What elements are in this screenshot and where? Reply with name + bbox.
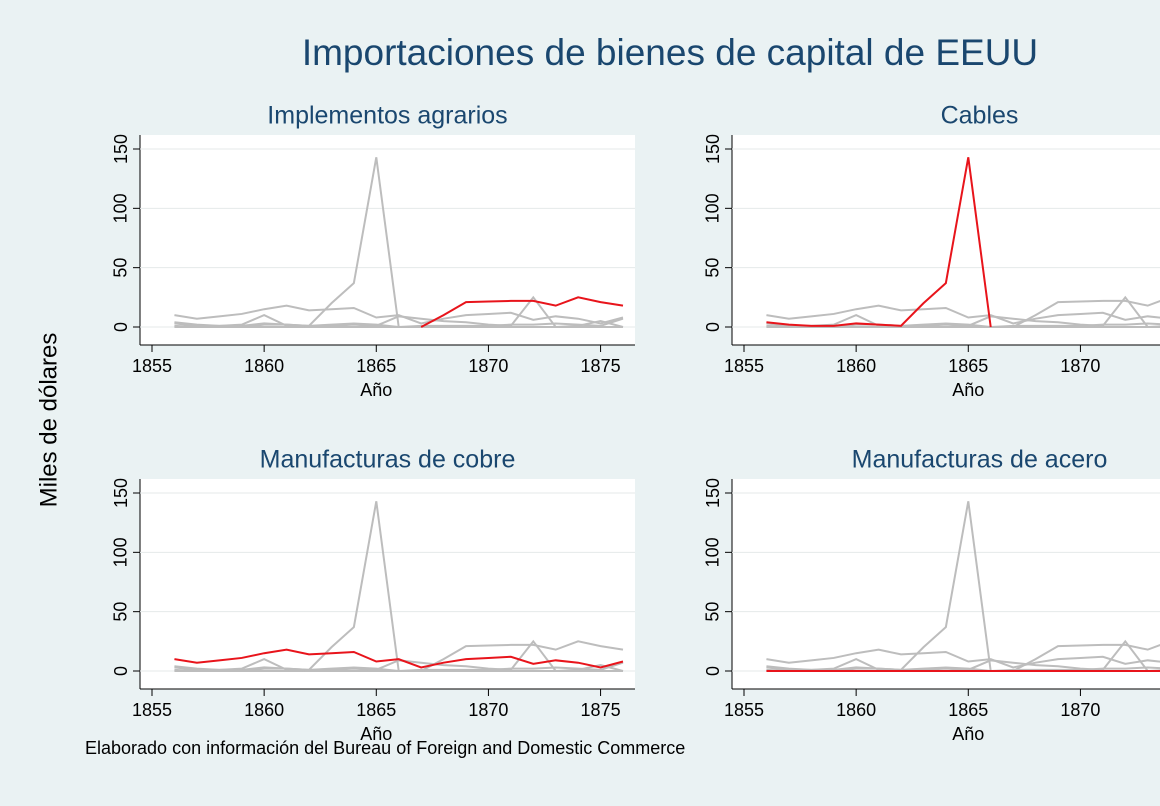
y-tick-label: 0 <box>703 666 723 676</box>
x-tick-label: 1875 <box>581 700 621 720</box>
x-tick-label: 1860 <box>836 700 876 720</box>
x-tick-label: 1865 <box>356 700 396 720</box>
highlight-line <box>174 648 624 669</box>
x-tick-label: 1865 <box>948 356 988 376</box>
series-line <box>1012 299 1160 328</box>
y-tick-label: 150 <box>111 478 131 508</box>
x-tick-label: 1870 <box>1060 356 1100 376</box>
y-tick-label: 100 <box>703 193 723 223</box>
y-tick-label: 150 <box>111 134 131 164</box>
panel-title: Implementos agrarios <box>267 102 507 130</box>
series-line <box>1012 643 1160 672</box>
y-tick-label: 0 <box>111 666 131 676</box>
x-tick-label: 1865 <box>948 700 988 720</box>
x-tick-label: 1855 <box>132 700 172 720</box>
x-axis-label: Año <box>360 724 392 744</box>
y-tick-label: 50 <box>703 602 723 622</box>
x-axis-label: Año <box>952 724 984 744</box>
x-tick-label: 1875 <box>581 356 621 376</box>
highlight-line <box>766 157 992 328</box>
x-tick-label: 1870 <box>1060 700 1100 720</box>
y-axis-label: Miles de dólares <box>35 333 62 508</box>
x-tick-label: 1860 <box>244 356 284 376</box>
y-tick-label: 0 <box>703 322 723 332</box>
y-tick-label: 50 <box>111 258 131 278</box>
panel-title: Manufacturas de cobre <box>260 446 516 474</box>
x-axis-label: Año <box>360 380 392 400</box>
panel-title: Cables <box>941 102 1019 130</box>
y-tick-label: 100 <box>111 537 131 567</box>
x-tick-label: 1860 <box>836 356 876 376</box>
y-tick-label: 50 <box>703 258 723 278</box>
plot-region <box>732 479 1160 689</box>
x-tick-label: 1870 <box>468 700 508 720</box>
series-line <box>174 661 624 673</box>
series-line <box>174 295 624 329</box>
note: Elaborado con información del Bureau of … <box>85 738 685 758</box>
y-tick-label: 150 <box>703 134 723 164</box>
y-tick-label: 0 <box>111 322 131 332</box>
x-tick-label: 1855 <box>724 700 764 720</box>
chart-title: Importaciones de bienes de capital de EE… <box>302 32 1038 73</box>
plot-region <box>732 135 1160 345</box>
x-tick-label: 1870 <box>468 356 508 376</box>
x-tick-label: 1860 <box>244 700 284 720</box>
y-tick-label: 100 <box>703 537 723 567</box>
x-tick-label: 1865 <box>356 356 396 376</box>
series-line <box>766 295 1160 329</box>
series-line <box>766 639 1160 673</box>
highlight-line <box>420 296 624 328</box>
x-axis-label: Año <box>952 380 984 400</box>
y-tick-label: 150 <box>703 478 723 508</box>
panel-title: Manufacturas de acero <box>852 446 1108 474</box>
x-tick-label: 1855 <box>132 356 172 376</box>
series-line <box>174 317 624 329</box>
y-tick-label: 100 <box>111 193 131 223</box>
x-tick-label: 1855 <box>724 356 764 376</box>
series-line <box>420 640 624 672</box>
y-tick-label: 50 <box>111 602 131 622</box>
